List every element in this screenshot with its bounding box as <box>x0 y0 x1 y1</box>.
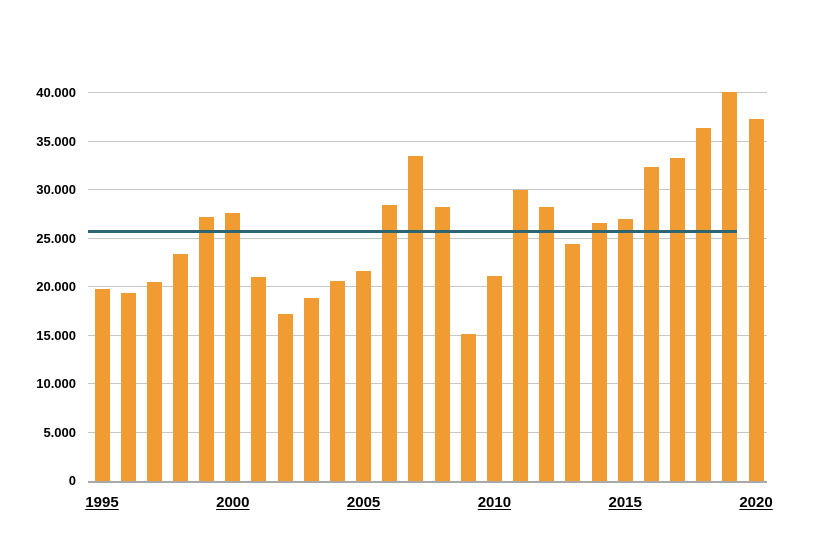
x-tick-label-2015: 2015 <box>608 494 642 511</box>
gridline-20.000 <box>88 286 767 287</box>
bar-2018 <box>696 127 712 481</box>
y-tick-label-30.000: 30.000 <box>36 182 76 197</box>
bar-2012 <box>539 206 555 481</box>
bar-1996 <box>120 292 136 481</box>
bar-1999 <box>199 217 215 481</box>
bar-2014 <box>591 222 607 481</box>
bar-1995 <box>94 288 110 481</box>
bar-2005 <box>356 270 372 481</box>
bar-2015 <box>617 219 633 481</box>
bar-2008 <box>434 206 450 481</box>
bar-2003 <box>303 297 319 481</box>
y-tick-label-10.000: 10.000 <box>36 376 76 391</box>
bar-2006 <box>382 204 398 481</box>
bar-1998 <box>172 254 188 481</box>
y-tick-label-25.000: 25.000 <box>36 230 76 246</box>
bar-2007 <box>408 156 424 481</box>
gridline-10.000 <box>88 383 767 384</box>
y-tick-label-40.000: 40.000 <box>36 85 76 100</box>
gridline-35.000 <box>88 140 767 142</box>
x-tick-label-2000: 2000 <box>216 494 250 511</box>
bar-2002 <box>277 314 293 481</box>
bar-2004 <box>329 281 345 481</box>
x-tick-label-2005: 2005 <box>346 494 381 511</box>
y-tick-label-0: 0 <box>68 473 76 488</box>
bar-1997 <box>146 282 162 481</box>
x-tick-label-2020: 2020 <box>739 494 773 511</box>
plot-area <box>88 92 767 483</box>
gridline-15.000 <box>88 334 767 336</box>
bar-2019 <box>722 92 738 481</box>
bar-2000 <box>225 213 241 481</box>
x-tick-label-1995: 1995 <box>85 494 119 511</box>
gridline-30.000 <box>88 189 767 190</box>
y-tick-label-5.000: 5.000 <box>43 424 76 440</box>
bar-2017 <box>670 158 686 481</box>
x-tick-label-2010: 2010 <box>477 494 512 511</box>
bar-2020 <box>748 119 764 481</box>
gridline-25.000 <box>88 237 767 239</box>
bar-2010 <box>486 276 502 481</box>
y-tick-label-35.000: 35.000 <box>36 133 76 149</box>
gridline-40.000 <box>88 92 767 93</box>
y-tick-label-15.000: 15.000 <box>36 327 76 343</box>
reference-line <box>88 230 738 234</box>
bar-2011 <box>513 190 529 481</box>
bar-2001 <box>251 277 267 481</box>
y-tick-label-20.000: 20.000 <box>36 279 76 294</box>
bar-2016 <box>643 166 659 481</box>
bar-2009 <box>460 333 476 481</box>
gridline-5.000 <box>88 431 767 433</box>
bar-2013 <box>565 244 581 481</box>
